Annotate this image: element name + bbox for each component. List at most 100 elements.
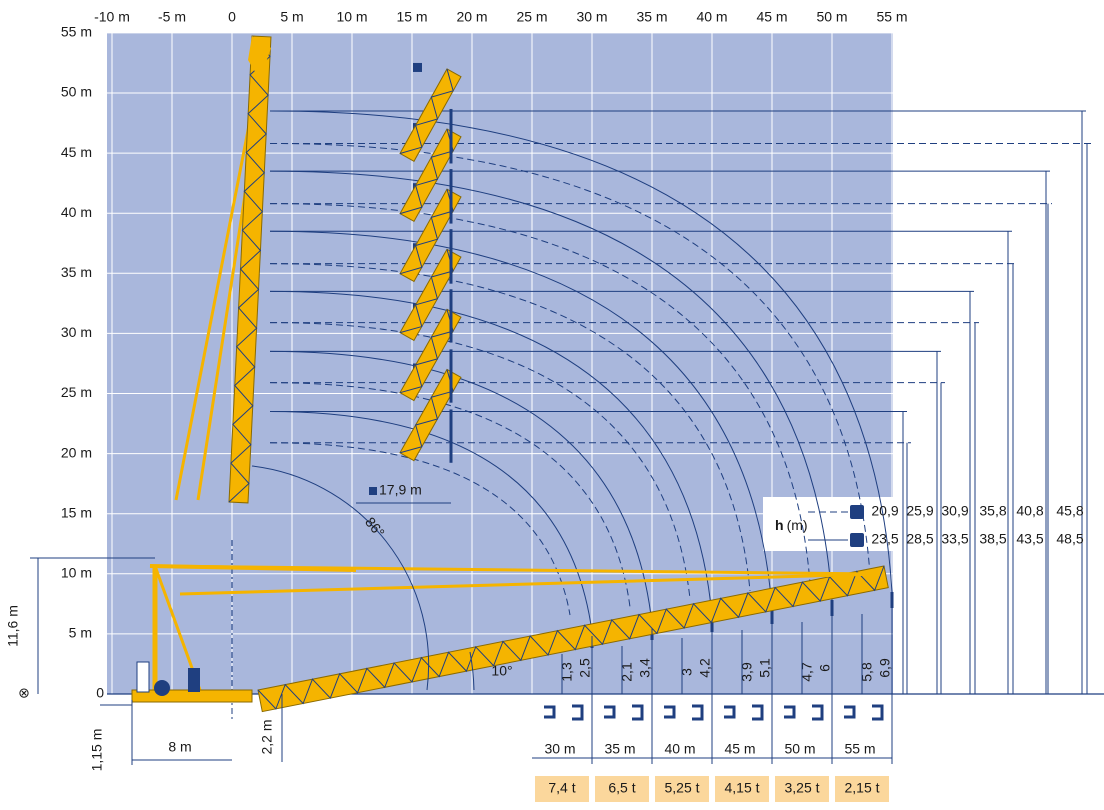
legend-box [763, 497, 1104, 551]
counterweight-icon [413, 62, 422, 72]
y-axis-label: 55 m [61, 24, 92, 40]
legend-value: 45,8 [1056, 503, 1083, 519]
legend-value: 23,5 [871, 531, 898, 547]
hook-icon [724, 704, 764, 721]
x-axis-label: 35 m [636, 9, 667, 25]
radius-label: 55 m [844, 741, 875, 757]
luffing-jib-bracing [399, 68, 454, 154]
luffing-jib-bracing [399, 128, 454, 215]
legend-value: 25,9 [906, 503, 933, 519]
x-axis-label: 10 m [336, 9, 367, 25]
hook-arc [269, 170, 833, 601]
hook-icon [844, 704, 884, 721]
hook-arc [269, 142, 871, 576]
hook-height-label: 2,5 [577, 658, 593, 678]
hook-icon [604, 704, 644, 721]
y-axis-label: 0 [96, 685, 104, 701]
x-axis-label: 0 [228, 9, 236, 25]
legend-value: 38,5 [979, 531, 1006, 547]
hook-icon [544, 704, 584, 721]
radius-label: 45 m [724, 741, 755, 757]
y-axis-label: 35 m [61, 264, 92, 280]
y-axis-label: 25 m [61, 384, 92, 400]
x-axis-label: 15 m [396, 9, 427, 25]
tie-bar [149, 564, 881, 576]
dimension-label: 2,2 m [259, 719, 275, 754]
load-label: 3,25 t [784, 780, 819, 796]
x-axis-label: -10 m [94, 9, 130, 25]
hook-arc [269, 230, 773, 609]
hook-arc [269, 290, 713, 617]
load-box [655, 776, 709, 802]
load-box [595, 776, 649, 802]
radius-label: 40 m [664, 741, 695, 757]
marker [369, 487, 377, 495]
y-axis-label: 20 m [61, 444, 92, 460]
hook-height-label: 6,9 [877, 658, 893, 678]
legend-title-bold: h [775, 517, 784, 533]
load-box [535, 776, 589, 802]
y-axis-label: 5 m [69, 625, 92, 641]
dimension-label: 8 m [168, 739, 191, 755]
hook-arc [269, 411, 593, 633]
luffing-jib-bracing [399, 369, 454, 454]
y-axis-label: 30 m [61, 324, 92, 340]
y-axis-label: 15 m [61, 504, 92, 520]
luffing-jib-bracing [399, 249, 454, 334]
hook-height-label: 4,2 [697, 658, 713, 678]
horizontal-jib-bracing [257, 565, 885, 710]
hook-arc [269, 350, 653, 625]
hook-arc [269, 382, 631, 608]
legend-icon [850, 533, 864, 547]
load-label: 6,5 t [608, 780, 635, 796]
jib-stay [174, 109, 254, 501]
hook-height-label: 4,7 [799, 662, 815, 682]
hook-height-label: 6 [817, 664, 833, 672]
luffing-jib-bracing [399, 309, 454, 394]
jib-head [248, 36, 271, 80]
load-label: 2,15 t [844, 780, 879, 796]
radius-label: 35 m [604, 741, 635, 757]
origin-symbol: ⊗ [18, 685, 30, 701]
load-box [775, 776, 829, 802]
wheel [154, 680, 170, 696]
hook-arc [269, 322, 691, 600]
horizontal-jib [257, 565, 889, 713]
legend-title: h (m) [775, 517, 808, 533]
x-axis-label: 45 m [756, 9, 787, 25]
load-label: 7,4 t [548, 780, 575, 796]
legend-value: 48,5 [1056, 531, 1083, 547]
angle-arc [469, 651, 475, 691]
legend-title-unit: (m) [787, 517, 808, 533]
legend-value: 33,5 [941, 531, 968, 547]
dimension-label: 17,9 m [379, 482, 422, 498]
legend-value: 20,9 [871, 503, 898, 519]
x-axis-label: 50 m [816, 9, 847, 25]
hook-height-label: 1,3 [559, 662, 575, 682]
luffing-jib-bracing [399, 189, 454, 275]
x-axis-label: 30 m [576, 9, 607, 25]
x-axis-label: 40 m [696, 9, 727, 25]
hook-height-label: 3,9 [739, 662, 755, 682]
y-axis-label: 50 m [61, 84, 92, 100]
radius-label: 50 m [784, 741, 815, 757]
hook-height-label: 3 [679, 668, 695, 676]
vertical-jib-bracing [228, 35, 271, 503]
radius-label: 30 m [544, 741, 575, 757]
hook-icon [784, 704, 824, 721]
hook-height-label: 5,1 [757, 658, 773, 678]
legend-value: 30,9 [941, 503, 968, 519]
tie-bar [179, 572, 881, 596]
x-axis-label: -5 m [158, 9, 186, 25]
legend-value: 43,5 [1016, 531, 1043, 547]
legend-value: 40,8 [1016, 503, 1043, 519]
hook-height-label: 5,8 [859, 662, 875, 682]
hook-height-label: 3,4 [637, 658, 653, 678]
legend-value: 28,5 [906, 531, 933, 547]
x-axis-label: 55 m [876, 9, 907, 25]
legend-icon [850, 505, 864, 519]
engine [188, 668, 200, 692]
cab [136, 661, 150, 693]
y-axis-label: 40 m [61, 204, 92, 220]
